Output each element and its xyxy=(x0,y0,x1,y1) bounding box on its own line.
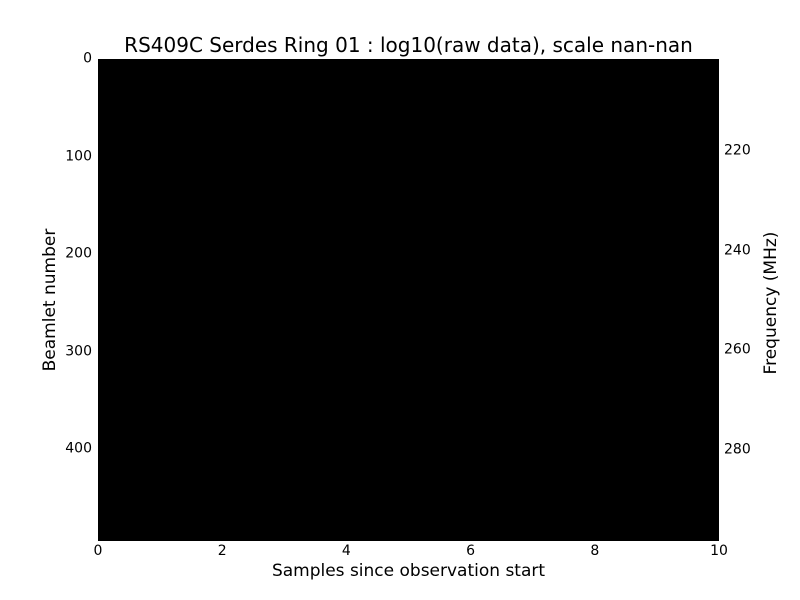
y-tick-label-left: 100 xyxy=(65,148,92,165)
y-tick-label-left: 400 xyxy=(65,440,92,457)
x-tick-label: 8 xyxy=(590,543,600,559)
y-tick-label-left: 0 xyxy=(83,50,92,67)
y-tick-label-right: 260 xyxy=(724,341,751,358)
x-tick-label: 6 xyxy=(466,543,476,559)
y-axis-label-right: Frequency (MHz) xyxy=(761,231,781,375)
y-tick-label-right: 280 xyxy=(724,441,751,458)
x-tick-label: 0 xyxy=(93,543,103,559)
y-tick-label-left: 200 xyxy=(65,245,92,262)
x-tick-label: 10 xyxy=(710,543,728,559)
x-tick-label: 2 xyxy=(217,543,227,559)
chart-title: RS409C Serdes Ring 01 : log10(raw data),… xyxy=(124,33,693,57)
y-tick-label-left: 300 xyxy=(65,343,92,360)
y-tick-label-right: 220 xyxy=(724,142,751,159)
x-axis-label: Samples since observation start xyxy=(271,561,546,581)
heatmap-plot-area xyxy=(98,59,719,541)
x-tick-label: 4 xyxy=(341,543,351,559)
y-tick-label-right: 240 xyxy=(724,242,751,259)
